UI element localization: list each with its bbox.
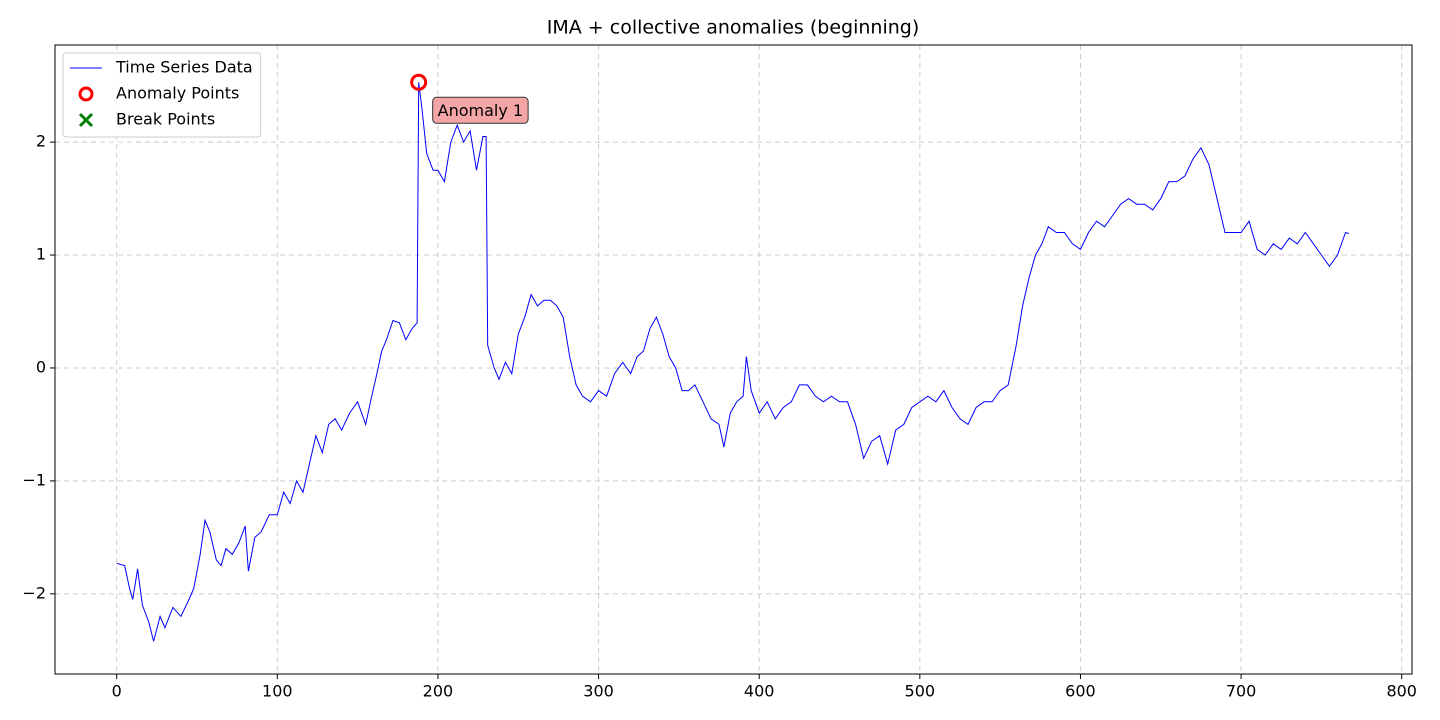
legend-label: Break Points <box>116 110 215 129</box>
data-line <box>116 82 1349 642</box>
x-tick-label: 100 <box>262 682 293 701</box>
anomaly-point <box>78 86 94 102</box>
legend: Time Series Data Anomaly Points Break Poin… <box>62 52 262 138</box>
plot-frame <box>54 44 1413 675</box>
break-point <box>78 112 94 128</box>
annotation-box <box>432 96 529 124</box>
chart-title: IMA + collective anomalies (beginning) <box>547 17 920 39</box>
legend-label: Anomaly Points <box>116 84 239 103</box>
x-tick-label: 300 <box>583 682 614 701</box>
legend-label: Time Series Data <box>115 58 253 77</box>
y-tick-label: 0 <box>36 357 46 376</box>
legend-box <box>62 52 262 138</box>
anomaly-point <box>410 73 428 91</box>
x-tick-label: 400 <box>744 682 775 701</box>
annotation-text: Anomaly 1 <box>438 101 523 120</box>
x-tick-label: 500 <box>905 682 936 701</box>
x-tick-label: 0 <box>112 682 122 701</box>
x-tick-label: 200 <box>423 682 454 701</box>
y-tick-label: −2 <box>22 583 46 602</box>
y-tick-label: −1 <box>22 470 46 489</box>
x-tick-label: 800 <box>1386 682 1417 701</box>
annotation: Anomaly 1 <box>432 96 529 124</box>
x-tick-label: 600 <box>1065 682 1096 701</box>
y-tick-label: 2 <box>36 132 46 151</box>
y-tick-label: 1 <box>36 245 46 264</box>
x-tick-label: 700 <box>1226 682 1257 701</box>
